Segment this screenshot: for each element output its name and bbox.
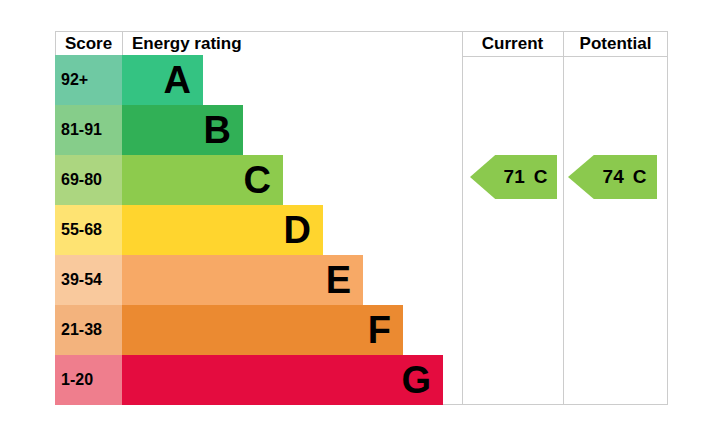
rating-bar-a: A xyxy=(122,55,203,105)
rating-bar-g: G xyxy=(122,355,443,405)
potential-score-value: 74 xyxy=(603,166,624,188)
score-range-e: 39-54 xyxy=(55,255,122,305)
band-row-e: 39-54 E xyxy=(55,255,668,305)
rating-bands: 92+ A 81-91 B 69-80 C 55-68 D 39-54 E 21… xyxy=(55,55,668,405)
score-range-d: 55-68 xyxy=(55,205,122,255)
current-rating-letter: C xyxy=(534,166,548,188)
energy-rating-column-header: Energy rating xyxy=(132,32,462,55)
score-range-b: 81-91 xyxy=(55,105,122,155)
rating-bar-b: B xyxy=(122,105,243,155)
band-row-f: 21-38 F xyxy=(55,305,668,355)
rating-bar-c: C xyxy=(122,155,283,205)
potential-column-header: Potential xyxy=(563,32,668,55)
rating-bar-f: F xyxy=(122,305,403,355)
score-range-g: 1-20 xyxy=(55,355,122,405)
band-row-g: 1-20 G xyxy=(55,355,668,405)
rating-bar-d: D xyxy=(122,205,323,255)
band-row-d: 55-68 D xyxy=(55,205,668,255)
score-range-f: 21-38 xyxy=(55,305,122,355)
score-range-c: 69-80 xyxy=(55,155,122,205)
current-column-header: Current xyxy=(462,32,563,55)
score-range-a: 92+ xyxy=(55,55,122,105)
score-column-divider xyxy=(122,31,123,56)
rating-bar-e: E xyxy=(122,255,363,305)
band-row-b: 81-91 B xyxy=(55,105,668,155)
band-row-a: 92+ A xyxy=(55,55,668,105)
epc-energy-rating-chart: Score Energy rating Current Potential 92… xyxy=(0,0,725,427)
current-score-value: 71 xyxy=(504,166,525,188)
potential-rating-letter: C xyxy=(633,166,647,188)
score-column-header: Score xyxy=(55,32,122,55)
